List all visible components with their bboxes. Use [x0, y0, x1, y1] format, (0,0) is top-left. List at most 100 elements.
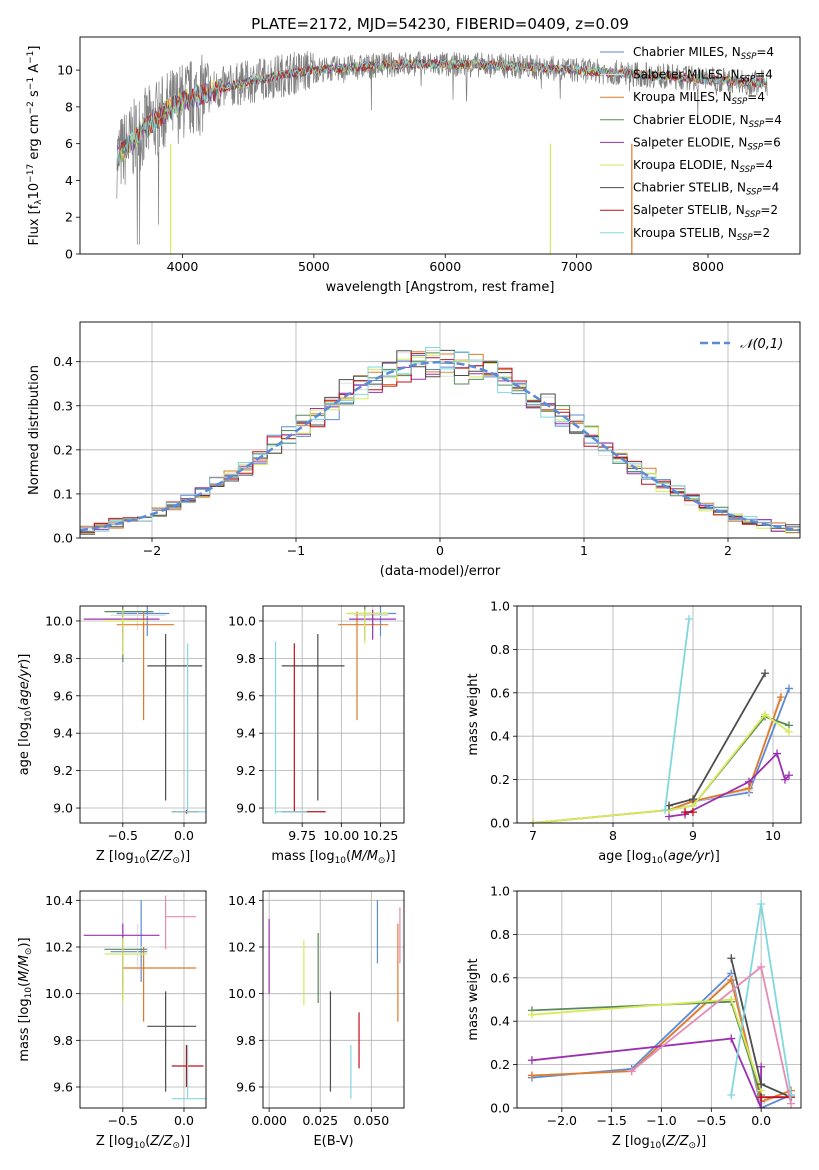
- histogram-steps: [80, 347, 800, 532]
- point-marker: [727, 1090, 736, 1099]
- y-tick-label: 9.0: [53, 801, 73, 816]
- x-axis-label: (data-model)/error: [380, 564, 501, 579]
- x-tick-label: 10: [765, 828, 781, 843]
- y-tick-label: 9.2: [53, 763, 73, 778]
- x-tick-label: −0.5: [108, 828, 138, 843]
- y-tick-label: 8: [65, 99, 73, 114]
- x-axis-label: Z [log10(Z/Z⊙)]: [612, 1134, 706, 1151]
- y-tick-label: 0.0: [490, 1101, 510, 1116]
- x-axis-label: E(B-V): [313, 1134, 353, 1149]
- panel-mass-weight-vs-age: 7 8 9 10 0.0 0.2 0.4 0.6 0.8 1.0 age [log10(age/yr…: [466, 599, 802, 866]
- y-tick-label: 10.0: [228, 613, 256, 628]
- plot-area: [83, 895, 206, 1100]
- weight-line: [532, 688, 790, 823]
- point-marker: [785, 727, 793, 736]
- y-tick-label: 9.0: [236, 801, 256, 816]
- weight-line: [532, 692, 782, 823]
- y-tick-label: 10.0: [45, 986, 73, 1001]
- point-marker: [727, 1034, 736, 1043]
- axes-frame: [262, 890, 405, 1109]
- legend-label: Kroupa STELIB, NSSP=2: [633, 226, 770, 243]
- legend-label: Chabrier MILES, NSSP=4: [633, 45, 774, 62]
- point-marker: [727, 995, 736, 1004]
- legend-label: Kroupa MILES, NSSP=4: [633, 90, 765, 107]
- point-marker: [689, 808, 697, 817]
- point-marker: [787, 1099, 796, 1108]
- x-tick-label: 4000: [167, 259, 199, 274]
- y-tick-label: 0.4: [53, 354, 73, 369]
- x-tick-label: 9.75: [288, 828, 316, 843]
- point-marker: [727, 975, 736, 984]
- axes-frame: [79, 890, 207, 1109]
- y-tick-label: 9.4: [236, 726, 256, 741]
- x-tick-label: −1.0: [646, 1113, 676, 1128]
- panel-residuals: −2 −1 0 1 2 0.0 0.1 0.2 0.3 0.4 (data-model)/error…: [27, 321, 801, 579]
- y-tick-label: 10.4: [45, 893, 73, 908]
- y-tick-label: 0: [65, 247, 73, 262]
- y-tick-label: 0.0: [53, 531, 73, 546]
- weight-line: [532, 696, 782, 823]
- panel-mass-vs-ebv: 0.000 0.025 0.050 9.6 9.8 10.0 10.2 10.4 E(B-V): [228, 890, 405, 1149]
- x-tick-label: 6000: [429, 259, 461, 274]
- panel-mass-vs-Z: −0.5 0.0 9.6 9.8 10.0 10.2 10.4 Z [log10(Z/Z⊙)]…: [17, 890, 207, 1151]
- plot-area: [116, 51, 768, 254]
- x-tick-label: 0.000: [251, 1113, 287, 1128]
- y-tick-label: 9.6: [236, 688, 256, 703]
- axes-frame: [262, 605, 405, 824]
- plot-area: [80, 347, 800, 535]
- x-tick-label: 0.0: [174, 828, 194, 843]
- y-tick-label: 9.8: [236, 651, 256, 666]
- data-spectrum-line: [116, 51, 768, 245]
- x-tick-label: −0.5: [108, 1113, 138, 1128]
- point-marker: [627, 1067, 636, 1076]
- point-marker: [757, 900, 766, 909]
- y-tick-label: 1.0: [490, 599, 510, 614]
- model-spectrum-line: [116, 58, 767, 170]
- y-tick-label: 0.6: [490, 970, 510, 985]
- legend-label: Salpeter MILES, NSSP=4: [633, 68, 773, 85]
- point-marker: [761, 710, 769, 719]
- y-tick-label: 0.3: [53, 398, 73, 413]
- legend-label: 𝒩(0,1): [740, 337, 783, 352]
- x-tick-label: −1: [287, 543, 305, 558]
- plot-area: [527, 900, 796, 1108]
- y-tick-label: 9.8: [236, 1033, 256, 1048]
- x-tick-label: 0.0: [174, 1113, 194, 1128]
- x-axis-label: Z [log10(Z/Z⊙)]: [96, 849, 190, 866]
- weight-line: [664, 618, 690, 811]
- x-axis-label: age [log10(age/yr)]: [598, 849, 720, 866]
- panel-mass-weight-vs-Z: −2.0 −1.5 −1.0 −0.5 0.0 0.0 0.2 0.4 0.6 0.8 1.0 Z […: [466, 884, 802, 1151]
- legend-label: Salpeter ELODIE, NSSP=6: [633, 135, 781, 152]
- axes-frame: [516, 605, 802, 824]
- y-tick-label: 2: [65, 210, 73, 225]
- y-tick-label: 10.0: [228, 986, 256, 1001]
- y-tick-label: 9.2: [236, 763, 256, 778]
- x-tick-label: 0.050: [353, 1113, 389, 1128]
- plot-area: [268, 900, 401, 1099]
- point-marker: [527, 1071, 536, 1080]
- point-marker: [757, 1093, 766, 1102]
- y-tick-label: 0.1: [53, 486, 73, 501]
- y-tick-label: 4: [65, 173, 73, 188]
- y-axis-label: mass [log10(M/M⊙)]: [17, 937, 34, 1061]
- axes-frame: [79, 36, 801, 255]
- y-tick-label: 0.2: [490, 772, 510, 787]
- y-axis-label: mass weight: [466, 958, 481, 1040]
- point-marker: [685, 615, 693, 624]
- x-tick-label: 9: [689, 828, 697, 843]
- x-tick-label: 10.00: [323, 828, 359, 843]
- x-axis-label: mass [log10(M/M⊙)]: [271, 849, 395, 866]
- legend-label: Salpeter STELIB, NSSP=2: [633, 203, 778, 220]
- weight-line: [532, 713, 790, 823]
- x-tick-label: 5000: [298, 259, 330, 274]
- point-marker: [761, 669, 769, 678]
- normal-curve: [80, 360, 800, 532]
- plot-area: [529, 615, 793, 823]
- y-tick-label: 0.4: [490, 1014, 510, 1029]
- axes-frame: [79, 605, 207, 824]
- y-tick-label: 10: [57, 63, 73, 78]
- x-axis-label: Z [log10(Z/Z⊙)]: [96, 1134, 190, 1151]
- axes-frame: [79, 321, 801, 539]
- panel-spectrum: 4000 5000 6000 7000 8000 0 2 4 6 8 10 wavelength [A…: [26, 36, 801, 295]
- model-spectrum-line: [116, 58, 767, 170]
